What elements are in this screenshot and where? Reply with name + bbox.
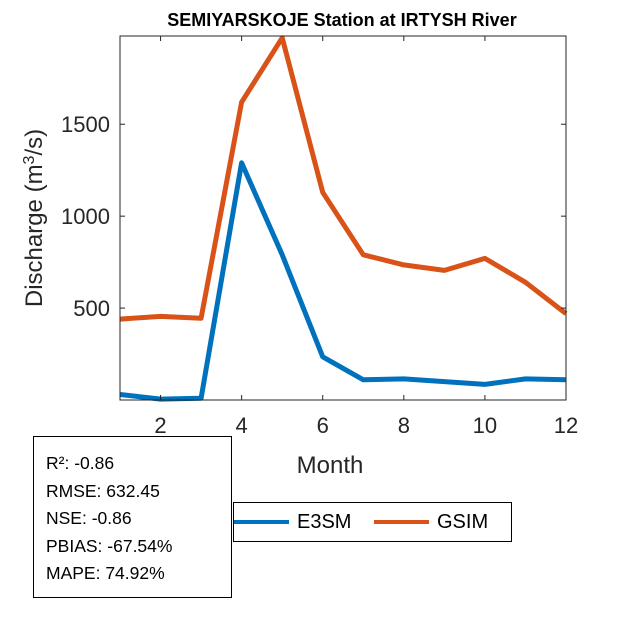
y-axis-label: Discharge (m3/s) (21, 129, 49, 307)
x-tick-label: 4 (236, 413, 248, 438)
stat-r2: R²: -0.86 (46, 453, 115, 473)
stats-box: R²: -0.86 RMSE: 632.45 NSE: -0.86 PBIAS:… (33, 436, 232, 598)
x-tick-label: 2 (154, 413, 166, 438)
legend-label-e3sm: E3SM (297, 510, 352, 533)
series-line-e3sm (119, 160, 567, 402)
legend-label-gsim: GSIM (437, 510, 489, 533)
legend-item-e3sm: E3SM (234, 503, 351, 541)
legend-swatch-e3sm (234, 520, 289, 524)
y-tick-label: 1000 (61, 204, 110, 229)
legend-swatch-gsim (374, 520, 429, 524)
stat-mape: MAPE: 74.92% (46, 563, 165, 583)
axes-box (119, 35, 567, 401)
x-tick-label: 8 (398, 413, 410, 438)
stat-rmse: RMSE: 632.45 (46, 480, 160, 501)
stat-pbias: PBIAS: -67.54% (46, 535, 173, 556)
x-tick-label: 10 (473, 413, 497, 438)
legend-item-gsim: GSIM (374, 503, 488, 541)
x-axis-label: Month (297, 452, 364, 479)
legend: E3SM GSIM (233, 502, 512, 542)
chart-title: SEMIYARSKOJE Station at IRTYSH River (167, 10, 516, 30)
y-tick-label: 1500 (61, 112, 110, 137)
x-tick-label: 6 (317, 413, 329, 438)
x-tick-label: 12 (554, 413, 578, 438)
y-tick-label: 500 (73, 296, 110, 321)
series-line-gsim (119, 35, 568, 322)
stat-nse: NSE: -0.86 (46, 508, 132, 528)
